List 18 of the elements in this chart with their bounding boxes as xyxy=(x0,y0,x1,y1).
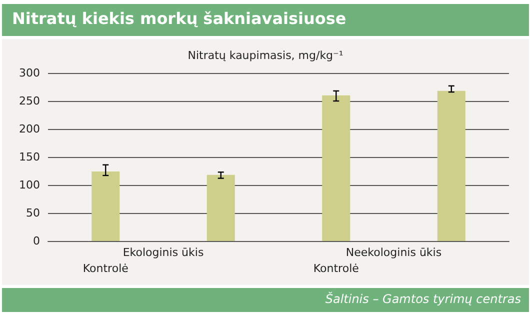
text: Ekologinis ūkis xyxy=(122,246,204,259)
y-tick-label: 250 xyxy=(19,94,40,108)
bar xyxy=(437,90,466,241)
x-tick-label: Kontrolė xyxy=(313,262,360,275)
x-tick-label: Kontrolė xyxy=(82,262,129,275)
y-tick-label: 100 xyxy=(19,178,40,192)
y-tick-label: 0 xyxy=(33,234,40,248)
bar xyxy=(206,174,235,241)
bar xyxy=(92,172,120,241)
text: Neekologinis ūkis xyxy=(346,246,442,259)
y-tick-label: 300 xyxy=(19,66,40,80)
chart-title: Nitratų kiekis morkų šakniavaisiuose xyxy=(2,4,529,36)
y-axis-title: Nitratų kaupimasis, mg/kg⁻¹ xyxy=(188,49,344,62)
bar xyxy=(322,95,350,241)
y-tick-label: 200 xyxy=(19,122,40,136)
text: Šaltinis – Gamtos tyrimų centras xyxy=(2,288,529,312)
y-tick-label: 50 xyxy=(26,206,40,220)
y-tick-label: 150 xyxy=(19,150,40,164)
